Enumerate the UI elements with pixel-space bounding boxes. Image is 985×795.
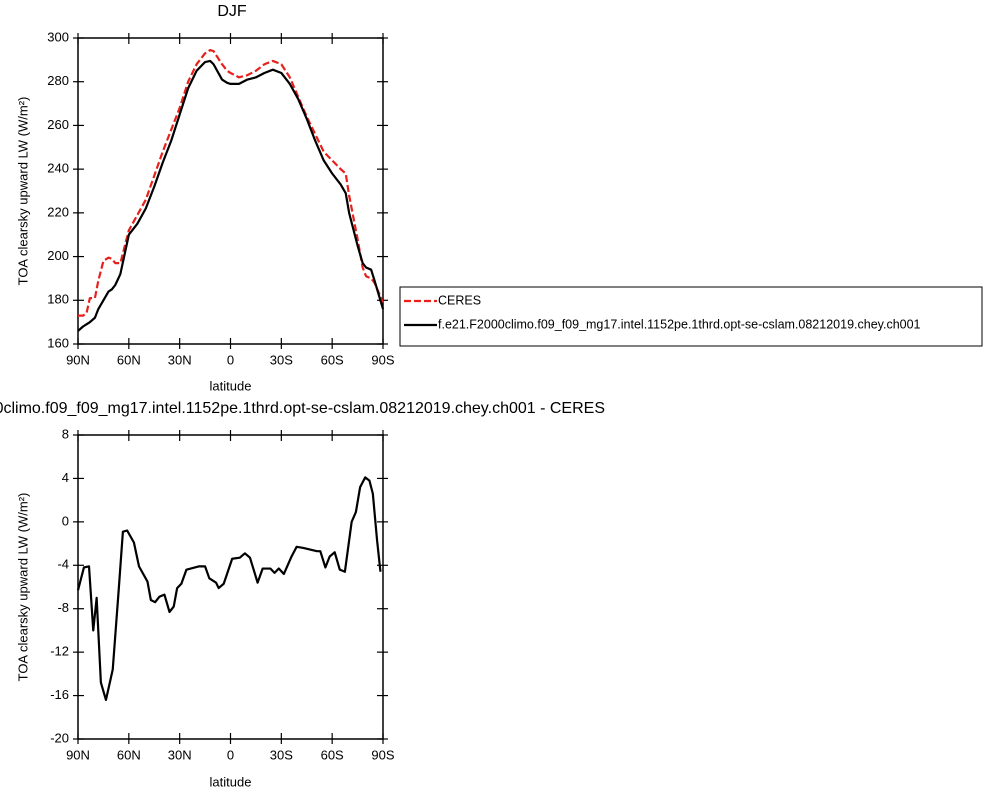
legend-label: CERES xyxy=(438,293,481,307)
x-tick-label: 90S xyxy=(371,747,394,762)
series-line xyxy=(78,48,385,317)
y-tick-label: -12 xyxy=(50,644,69,659)
y-tick-label: -20 xyxy=(50,730,69,745)
y-tick-label: -8 xyxy=(57,600,69,615)
x-tick-label: 30S xyxy=(270,352,293,367)
x-tick-label: 60N xyxy=(117,352,141,367)
x-tick-label: 30S xyxy=(270,747,293,762)
series-line xyxy=(76,476,382,702)
y-tick-label: 280 xyxy=(47,73,69,88)
y-tick-label: 240 xyxy=(47,161,69,176)
y-tick-label: 160 xyxy=(47,335,69,350)
y-tick-label: 180 xyxy=(47,292,69,307)
chart-title: DJF xyxy=(217,3,247,20)
y-tick-label: 200 xyxy=(47,248,69,263)
x-tick-label: 0 xyxy=(227,352,234,367)
y-axis-label: TOA clearsky upward LW (W/m²) xyxy=(15,97,30,286)
y-tick-label: 300 xyxy=(47,29,69,44)
y-tick-label: -4 xyxy=(57,557,69,572)
chart-title: f.e21.F2000climo.f09_f09_mg17.intel.1152… xyxy=(0,400,605,417)
x-axis-label: latitude xyxy=(210,378,252,393)
y-tick-label: 0 xyxy=(62,513,69,528)
y-axis-label: TOA clearsky upward LW (W/m²) xyxy=(15,493,30,682)
legend-label: f.e21.F2000climo.f09_f09_mg17.intel.1152… xyxy=(438,317,921,331)
x-tick-label: 30N xyxy=(168,352,192,367)
x-tick-label: 90N xyxy=(66,352,90,367)
x-tick-label: 60S xyxy=(321,747,344,762)
y-tick-label: -16 xyxy=(50,687,69,702)
x-tick-label: 60S xyxy=(321,352,344,367)
series-line xyxy=(77,59,385,332)
x-axis-label: latitude xyxy=(210,774,252,789)
x-tick-label: 90S xyxy=(371,352,394,367)
plot-frame xyxy=(77,434,384,740)
y-tick-label: 4 xyxy=(62,470,69,485)
x-tick-label: 90N xyxy=(66,747,90,762)
y-tick-label: 8 xyxy=(62,426,69,441)
y-tick-label: 220 xyxy=(47,204,69,219)
x-tick-label: 30N xyxy=(168,747,192,762)
y-tick-label: 260 xyxy=(47,117,69,132)
x-tick-label: 0 xyxy=(227,747,234,762)
legend-box xyxy=(399,286,983,347)
legend: CERES f.e21.F2000climo.f09_f09_mg17.intel… xyxy=(399,286,983,347)
x-tick-label: 60N xyxy=(117,747,141,762)
